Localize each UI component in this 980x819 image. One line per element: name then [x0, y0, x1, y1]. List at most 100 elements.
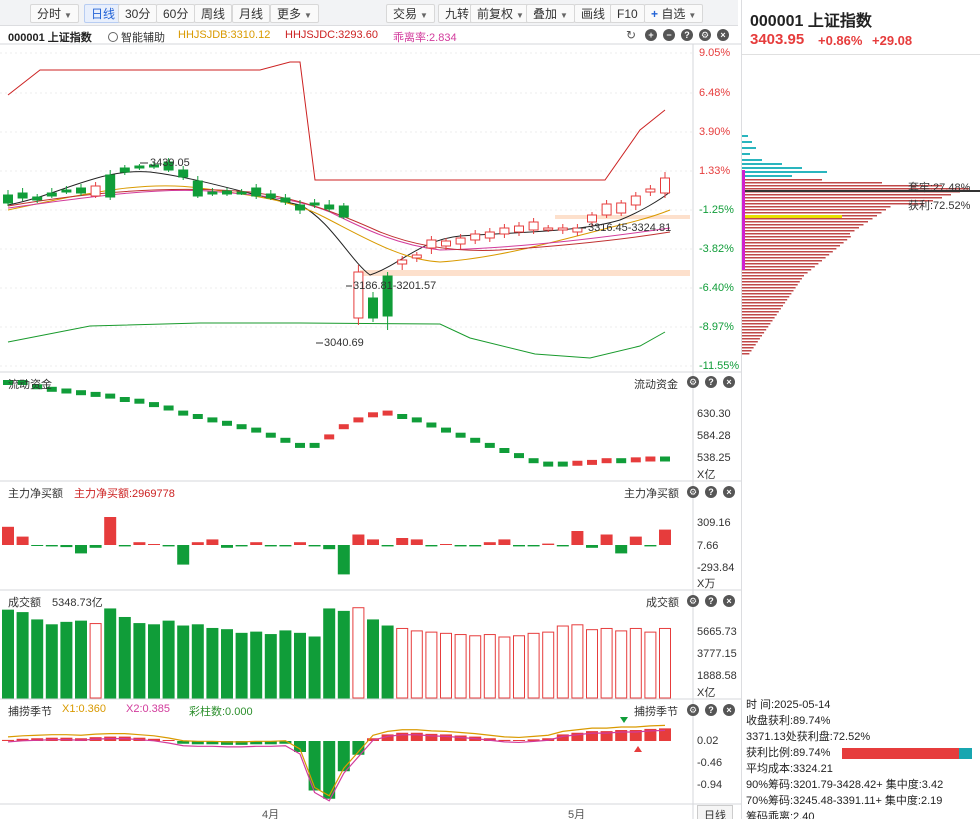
volume-panel-right-title: 成交额 — [646, 597, 679, 609]
candle-body — [265, 193, 276, 199]
toolbar-btn-6[interactable]: + 自选 ▼ — [644, 4, 704, 23]
candle-body — [616, 202, 627, 214]
chevron-down-icon: ▼ — [516, 11, 524, 20]
season-bar — [264, 741, 277, 745]
flow-settings-icon[interactable]: ⚙ — [687, 376, 699, 388]
chip-profit-bar — [742, 302, 786, 304]
candle-body — [236, 191, 247, 195]
help-icon[interactable]: ? — [681, 29, 693, 41]
close-icon[interactable]: × — [717, 29, 729, 41]
season-bar — [221, 741, 233, 745]
volume-bar — [615, 630, 628, 699]
chip-profit-bar — [742, 278, 802, 280]
quote-change: +29.08 — [872, 33, 913, 48]
toolbar-btn-2[interactable]: 前复权 ▼ — [470, 4, 531, 23]
net-bar — [148, 544, 160, 545]
volume-settings-icon[interactable]: ⚙ — [687, 595, 699, 607]
chip-profit-bar — [742, 221, 868, 223]
period-tab-4[interactable]: 周线 — [194, 4, 233, 23]
volume-bar — [367, 619, 379, 699]
volume-bar — [542, 631, 555, 699]
hhjsjdc-label: HHJSJDC:3293.60 — [285, 29, 378, 41]
net-bar — [644, 545, 657, 547]
flow-axis-1: 630.30 — [697, 408, 731, 420]
net-bar — [542, 543, 555, 545]
chip-profit-bar — [742, 197, 942, 199]
net-bar — [571, 531, 584, 545]
toolbar-btn-0[interactable]: 交易 ▼ — [386, 4, 435, 23]
volume-help-icon[interactable]: ? — [705, 595, 717, 607]
flow-mark — [470, 437, 481, 443]
volume-bar — [425, 631, 438, 699]
net-bar — [118, 545, 131, 547]
chip-profit-bar — [742, 266, 815, 268]
season-settings-icon[interactable]: ⚙ — [687, 704, 699, 716]
candle-body — [280, 197, 291, 203]
volume-axis-1: 5665.73 — [697, 626, 737, 638]
settings-icon[interactable]: ⚙ — [699, 29, 711, 41]
season-help-icon[interactable]: ? — [705, 704, 717, 716]
volume-bar — [206, 627, 219, 699]
kline-chart-area[interactable] — [0, 0, 741, 819]
candle-body — [572, 227, 583, 233]
volume-close-icon[interactable]: × — [723, 595, 735, 607]
flow-mark — [382, 410, 393, 416]
volume-bar — [556, 625, 569, 699]
period-tag[interactable]: 日线 — [697, 805, 733, 819]
period-tab-5[interactable]: 月线 — [232, 4, 271, 23]
candle-body — [645, 188, 656, 193]
net-panel-right-title: 主力净买额 — [624, 488, 679, 500]
flow-mark — [324, 434, 335, 440]
volume-bar — [337, 610, 350, 699]
net-help-icon[interactable]: ? — [705, 486, 717, 498]
chip-info-text: 平均成本:3324.21 — [746, 763, 833, 775]
chip-profit-bar — [742, 329, 767, 331]
net-bar — [381, 545, 394, 547]
net-panel-title: 主力净买额 — [8, 488, 63, 500]
support-band — [360, 270, 690, 276]
zoom-out-icon[interactable]: − — [663, 29, 675, 41]
low-point-label: 3040.69 — [324, 337, 364, 349]
net-bar — [659, 529, 671, 545]
lower-envelope-line — [7, 322, 666, 359]
period-tab-6[interactable]: 更多 ▼ — [270, 4, 319, 23]
net-bar — [264, 545, 277, 547]
chip-trap-bar — [742, 159, 762, 161]
refresh-icon[interactable]: ↻ — [626, 28, 637, 42]
chip-profit-bar — [742, 323, 771, 325]
period-tab-label: 30分 — [125, 7, 151, 21]
period-tab-2[interactable]: 30分 — [118, 4, 158, 23]
period-tab-1[interactable]: 日线 — [84, 4, 123, 23]
chip-profit-bar — [742, 353, 750, 355]
volume-axis-2: 3777.15 — [697, 648, 737, 660]
zoom-in-icon[interactable]: + — [645, 29, 657, 41]
period-tab-3[interactable]: 60分 — [156, 4, 196, 23]
season-bar — [542, 738, 555, 741]
candle-body — [587, 214, 597, 223]
net-bar — [104, 517, 117, 545]
season-close-icon[interactable]: × — [723, 704, 735, 716]
toolbar-btn-3[interactable]: 叠加 ▼ — [526, 4, 575, 23]
toolbar-btn-1[interactable]: 九转 — [438, 4, 477, 23]
candle-body — [338, 205, 349, 218]
season-x1-label: X1:0.360 — [62, 703, 107, 715]
volume-bar — [118, 616, 131, 699]
toolbar-btn-label: 画线 — [581, 7, 606, 21]
candle-body — [630, 195, 641, 206]
toolbar-btn-4[interactable]: 画线 — [574, 4, 613, 23]
net-bar — [469, 545, 482, 547]
net-bar — [513, 545, 525, 547]
flow-close-icon[interactable]: × — [723, 376, 735, 388]
period-tab-0[interactable]: 分时 ▼ — [30, 4, 79, 23]
candle-body — [222, 190, 232, 195]
flow-help-icon[interactable]: ? — [705, 376, 717, 388]
net-settings-icon[interactable]: ⚙ — [687, 486, 699, 498]
net-bar — [323, 545, 336, 550]
net-unit: X万 — [697, 578, 716, 590]
chip-profit-bar — [742, 320, 773, 322]
season-bar — [483, 738, 496, 741]
chip-profit-bar — [742, 311, 779, 313]
net-close-icon[interactable]: × — [723, 486, 735, 498]
smart-assist-toggle[interactable]: 智能辅助 — [108, 29, 165, 45]
season-bar — [440, 734, 452, 741]
